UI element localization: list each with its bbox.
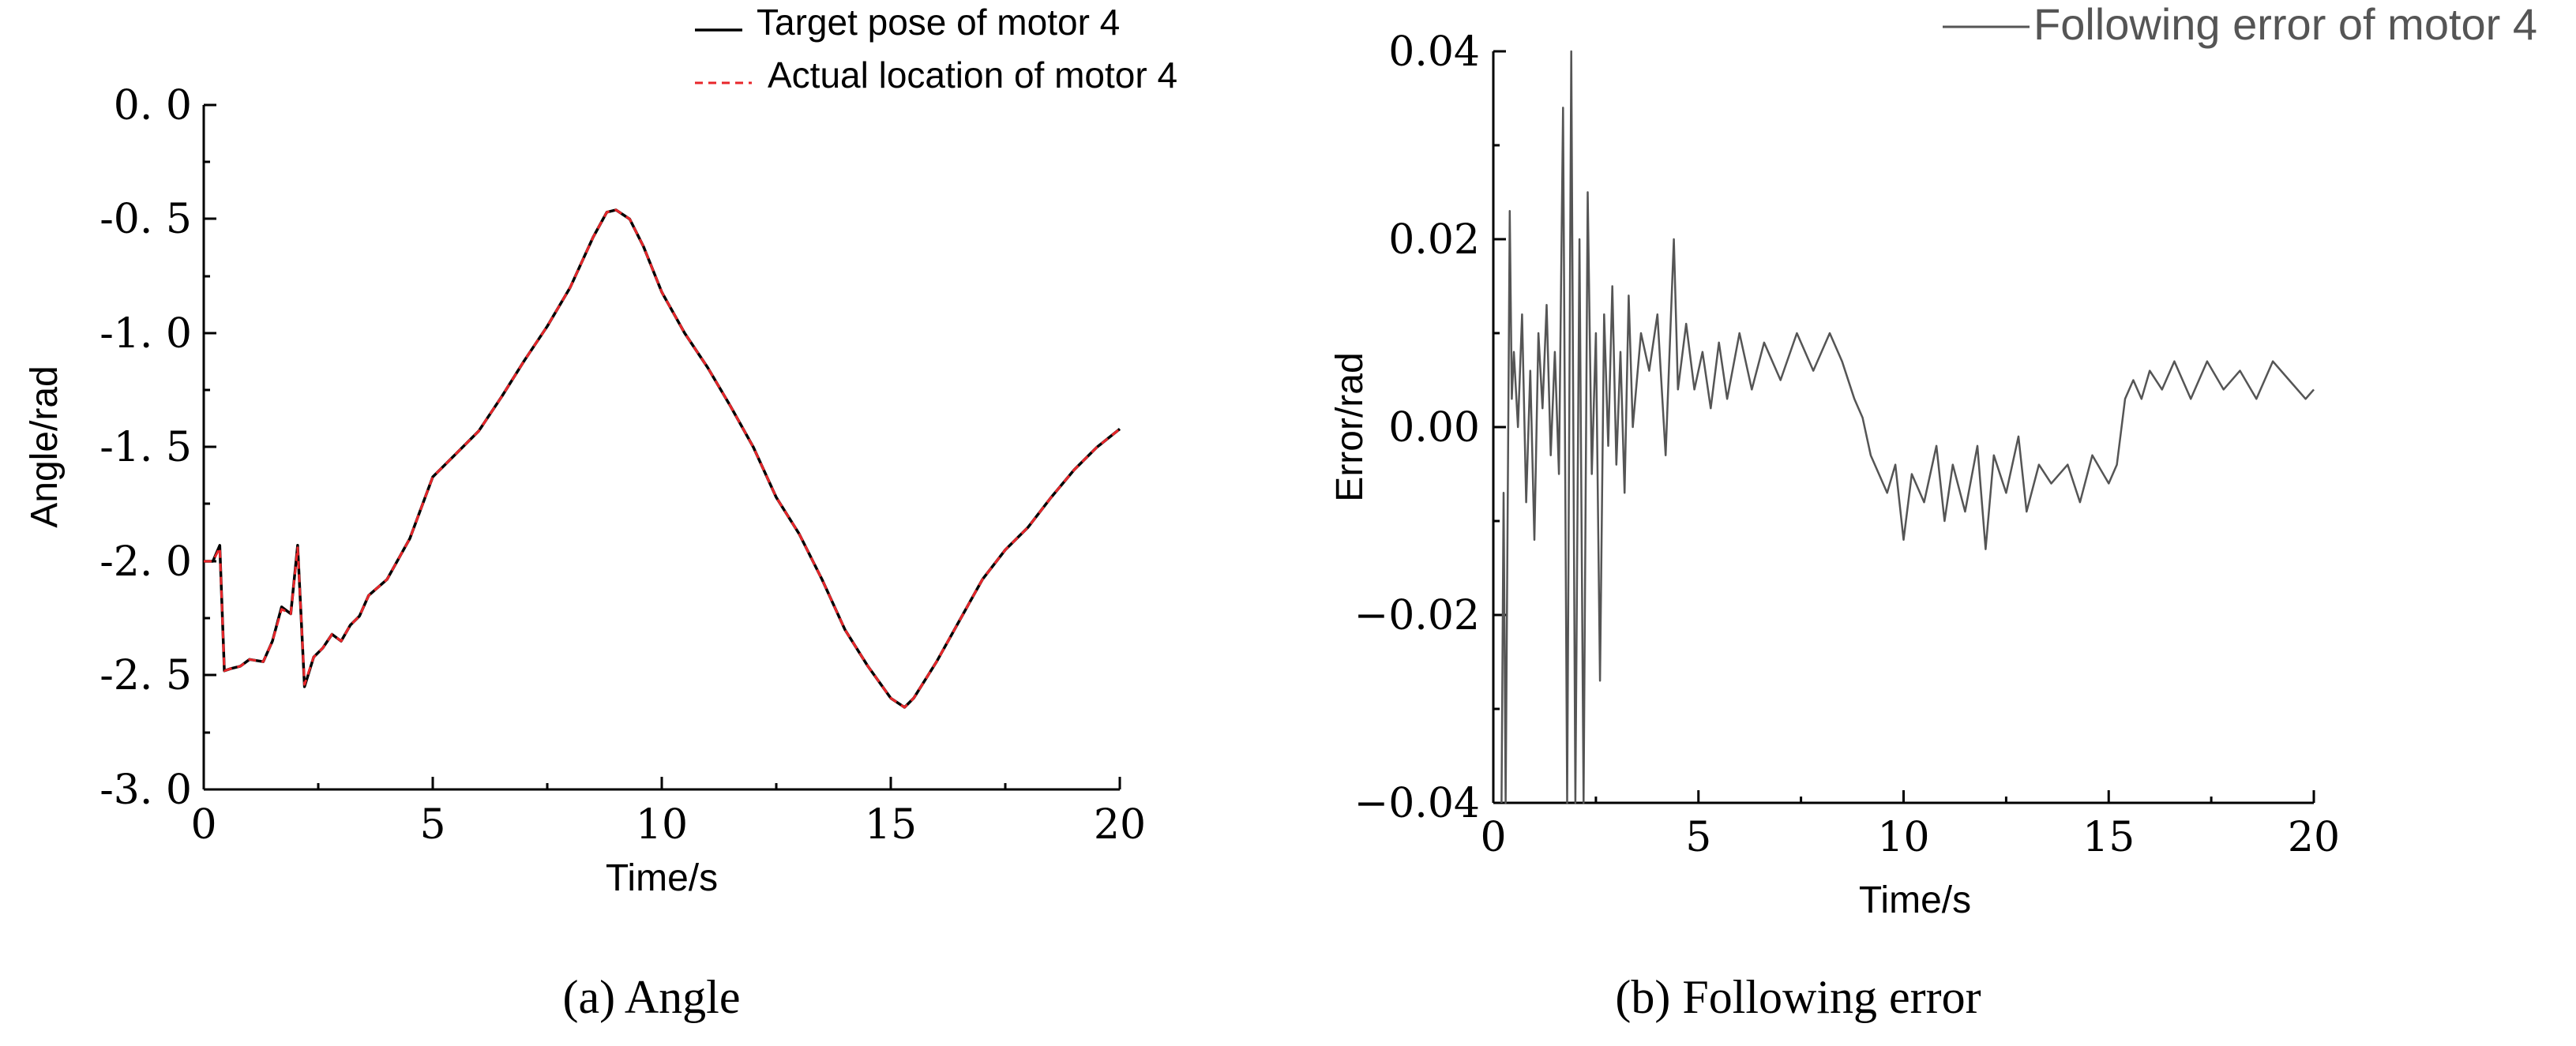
chart-a-ytick-label: -2. 0 [100, 538, 192, 586]
chart-a-xtick-label: 0 [190, 801, 216, 849]
chart-b-y-ticks [1493, 50, 1506, 804]
chart-b-xtick-label: 15 [2082, 814, 2135, 861]
chart-a-caption: (a) Angle [563, 971, 741, 1023]
chart-b-legend: Following error of motor 4 [1943, 0, 2537, 49]
chart-a-ytick-label: -3. 0 [100, 767, 192, 814]
chart-b-xtick-label: 5 [1685, 814, 1711, 861]
chart-b-xtick-label: 20 [2288, 814, 2340, 861]
chart-a-legend-label-target: Target pose of motor 4 [757, 2, 1120, 43]
chart-a: 0. 0 -0. 5 -1. 0 -1. 5 -2. 0 -2. 5 -3. 0… [24, 2, 1177, 1023]
chart-b-x-ticks [1492, 790, 2315, 803]
chart-a-ylabel: Angle/rad [24, 366, 66, 527]
chart-a-xtick-label: 5 [419, 801, 445, 849]
chart-a-legend: Target pose of motor 4 Actual location o… [695, 2, 1177, 96]
chart-b-legend-label: Following error of motor 4 [2033, 0, 2537, 49]
chart-a-ytick-label: 0. 0 [114, 82, 192, 129]
chart-b-ylabel: Error/rad [1329, 352, 1371, 501]
chart-a-ytick-label: -1. 0 [100, 310, 192, 358]
chart-b-xtick-label: 0 [1480, 814, 1506, 861]
chart-b-xlabel: Time/s [1859, 879, 1971, 921]
chart-b-ytick-label: −0.04 [1354, 780, 1480, 827]
chart-b: 0.04 0.02 0.00 −0.02 −0.04 0 5 10 15 20 … [1329, 0, 2537, 1023]
chart-b-xtick-label: 10 [1877, 814, 1929, 861]
chart-b-ytick-label: 0.00 [1388, 404, 1480, 452]
chart-b-caption: (b) Following error [1615, 971, 1981, 1023]
chart-a-y-ticks [204, 103, 216, 791]
chart-a-ytick-label: -2. 5 [100, 652, 192, 699]
chart-b-ytick-label: 0.02 [1388, 216, 1480, 264]
chart-a-ytick-label: -1. 5 [100, 424, 192, 471]
chart-b-ytick-label: 0.04 [1388, 28, 1480, 76]
chart-b-ytick-label: −0.02 [1354, 592, 1480, 639]
chart-a-xtick-label: 20 [1094, 801, 1146, 849]
chart-a-ytick-label: -0. 5 [100, 196, 192, 243]
chart-a-series-actual-line [204, 208, 1121, 709]
chart-a-series-target-line [204, 208, 1121, 709]
chart-a-legend-label-actual: Actual location of motor 4 [768, 54, 1177, 96]
chart-a-xtick-label: 10 [636, 801, 688, 849]
chart-a-x-ticks [202, 777, 1121, 789]
chart-b-series-error-line [1500, 50, 2315, 804]
chart-a-xtick-label: 15 [865, 801, 917, 849]
chart-a-xlabel: Time/s [606, 857, 718, 899]
